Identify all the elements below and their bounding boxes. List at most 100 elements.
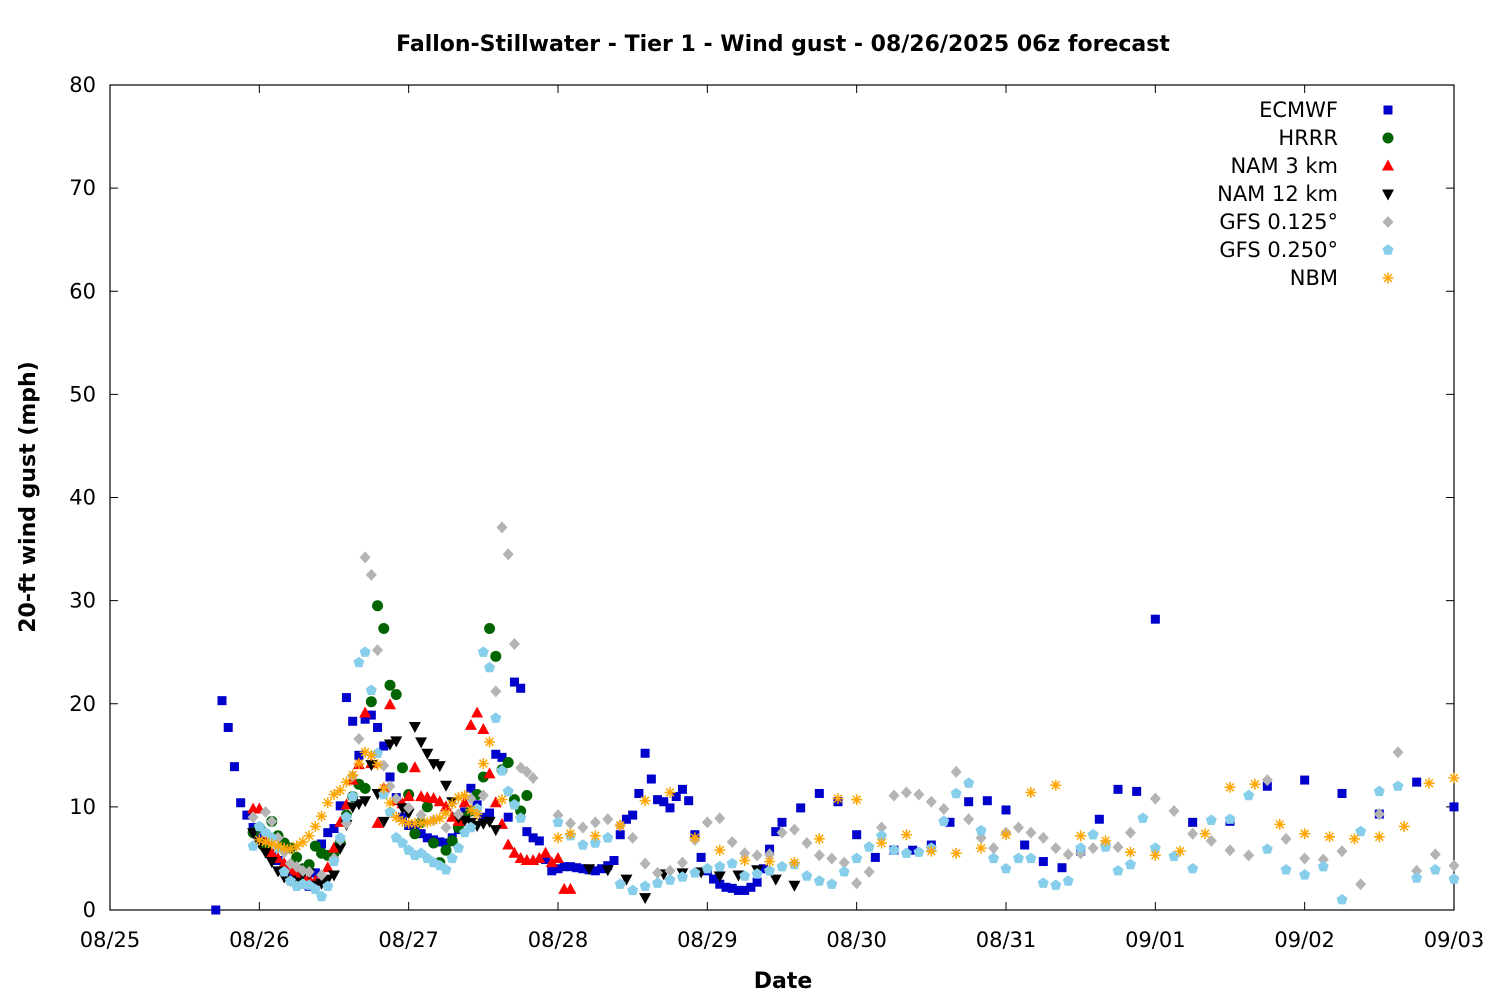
data-point: [589, 830, 601, 842]
data-point: [665, 803, 675, 813]
data-point: [428, 837, 440, 849]
data-point: [502, 785, 514, 797]
data-point: [1149, 842, 1161, 853]
data-point: [572, 863, 582, 873]
data-point: [359, 551, 371, 564]
data-point: [1187, 827, 1199, 840]
data-point: [945, 817, 955, 827]
legend-label: GFS 0.125°: [1219, 210, 1338, 234]
data-point: [684, 796, 694, 806]
data-point: [229, 762, 239, 772]
data-point: [913, 846, 925, 857]
data-point: [1411, 864, 1423, 877]
data-point: [739, 870, 751, 881]
data-point: [483, 767, 496, 779]
data-point: [359, 646, 371, 657]
data-point: [390, 811, 402, 823]
data-point: [671, 792, 681, 802]
data-point: [876, 830, 888, 841]
data-point: [1001, 805, 1011, 815]
data-point: [483, 816, 496, 828]
data-point: [541, 854, 551, 864]
data-point: [1000, 863, 1012, 874]
data-point: [838, 866, 850, 877]
data-point: [1449, 802, 1459, 812]
data-point: [1000, 829, 1012, 841]
data-point: [621, 814, 631, 824]
data-point: [435, 837, 445, 847]
data-point: [677, 784, 687, 794]
legend-marker: [1382, 216, 1394, 228]
data-point: [813, 875, 825, 886]
data-point: [440, 821, 452, 834]
data-point: [1050, 842, 1062, 855]
data-point: [502, 838, 515, 850]
data-point: [458, 796, 471, 808]
data-point: [490, 685, 502, 698]
data-point: [1132, 786, 1142, 796]
data-point: [652, 877, 664, 888]
data-point: [620, 874, 633, 886]
data-point: [838, 856, 850, 869]
data-point: [733, 885, 743, 895]
data-point: [309, 820, 321, 832]
data-point: [359, 782, 371, 794]
data-point: [315, 878, 328, 890]
data-point: [402, 808, 415, 820]
data-point: [964, 797, 974, 807]
data-point: [433, 795, 446, 807]
x-tick-label: 08/25: [80, 928, 141, 952]
data-point: [547, 866, 557, 876]
data-point: [1149, 792, 1161, 805]
y-tick-label: 40: [69, 486, 96, 510]
plot-area: [211, 521, 1460, 915]
data-point: [614, 878, 626, 889]
data-point: [359, 706, 372, 718]
data-point: [888, 789, 900, 802]
data-point: [659, 797, 669, 807]
data-point: [373, 722, 383, 732]
data-point: [1429, 864, 1441, 875]
data-point: [384, 780, 396, 793]
data-point: [440, 807, 452, 819]
data-point: [545, 856, 558, 868]
data-point: [726, 835, 738, 848]
data-point: [1280, 832, 1292, 845]
data-point: [776, 860, 788, 872]
data-point: [253, 820, 265, 832]
data-point: [788, 823, 800, 836]
series-nam-12-km: [247, 721, 801, 905]
data-point: [503, 812, 513, 822]
y-axis-ticks: 0 10 20 30 40 50 60 70 80: [69, 73, 1454, 922]
data-point: [372, 600, 384, 612]
y-tick-label: 20: [69, 692, 96, 716]
data-point: [552, 809, 564, 822]
data-point: [646, 774, 656, 784]
data-point: [553, 864, 563, 874]
data-point: [266, 832, 278, 843]
data-point: [664, 786, 676, 798]
data-point: [1012, 852, 1024, 864]
data-point: [559, 862, 569, 872]
data-point: [938, 802, 950, 815]
data-point: [415, 737, 428, 749]
data-point: [489, 825, 502, 837]
data-point: [583, 864, 596, 876]
data-point: [1124, 858, 1136, 870]
x-tick-label: 08/31: [976, 928, 1037, 952]
legend-marker: [1382, 189, 1394, 201]
data-point: [353, 656, 365, 668]
data-point: [465, 821, 477, 833]
data-point: [1050, 779, 1062, 791]
data-point: [714, 844, 726, 856]
data-point: [701, 863, 713, 874]
data-point: [1199, 828, 1211, 840]
data-point: [484, 736, 496, 748]
data-point: [801, 870, 813, 881]
data-point: [1261, 774, 1273, 787]
data-point: [323, 828, 333, 838]
data-point: [1075, 830, 1087, 842]
data-point: [409, 828, 421, 840]
data-point: [217, 696, 227, 706]
data-point: [329, 824, 339, 834]
